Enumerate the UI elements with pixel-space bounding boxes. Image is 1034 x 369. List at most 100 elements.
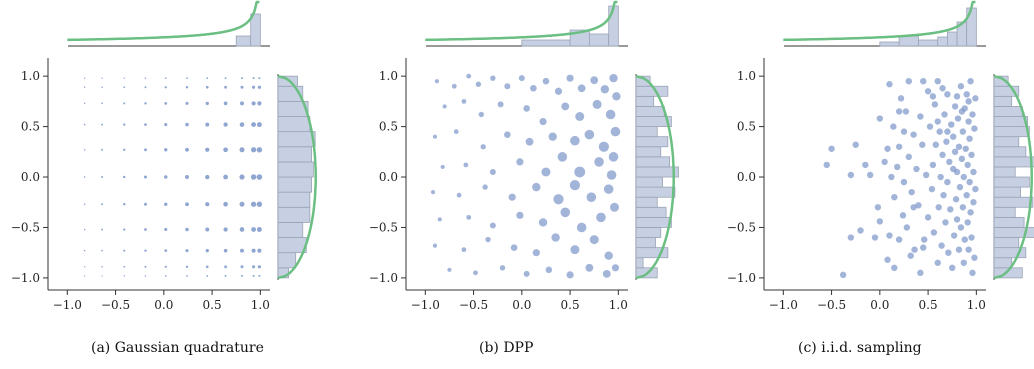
- data-point: [223, 227, 228, 232]
- data-point: [605, 109, 616, 120]
- y-tick-label: 1.0: [379, 69, 398, 83]
- right-hist-bar: [993, 75, 1009, 87]
- data-point: [921, 236, 928, 243]
- data-point: [972, 95, 979, 102]
- data-point: [143, 175, 147, 179]
- data-point: [185, 265, 189, 269]
- y-tick-label: 1.0: [21, 69, 40, 83]
- right-hist-bar: [635, 176, 663, 188]
- x-tick-label: −1.0: [53, 298, 82, 312]
- top-hist-bar: [918, 39, 939, 47]
- data-point: [936, 128, 943, 135]
- y-tick-label: −0.5: [369, 220, 398, 234]
- data-point: [123, 148, 126, 152]
- data-point: [164, 148, 168, 152]
- top-density-curve: [67, 0, 260, 42]
- data-point: [482, 184, 488, 190]
- data-point: [970, 168, 977, 176]
- data-point: [956, 183, 964, 191]
- data-point: [823, 161, 830, 169]
- data-point: [185, 147, 189, 152]
- data-point: [894, 163, 901, 171]
- x-tick-label: 0.5: [561, 298, 580, 312]
- data-point: [123, 249, 126, 252]
- data-point: [960, 259, 967, 266]
- data-point: [240, 101, 244, 106]
- data-point: [920, 78, 927, 85]
- caption-c: (c) i.i.d. sampling: [798, 340, 922, 356]
- data-point: [240, 248, 244, 253]
- data-point: [84, 275, 86, 277]
- data-point: [920, 244, 927, 251]
- data-point: [964, 161, 971, 169]
- data-point: [938, 242, 945, 249]
- data-point: [575, 112, 585, 122]
- data-point: [144, 265, 147, 268]
- data-point: [934, 118, 941, 125]
- x-tick-label: −1.0: [411, 298, 440, 312]
- right-hist-bar: [635, 136, 669, 148]
- data-point: [586, 192, 597, 202]
- data-point: [888, 173, 895, 181]
- data-point: [542, 77, 550, 85]
- data-point: [258, 274, 261, 277]
- data-point: [971, 125, 978, 132]
- data-point: [144, 77, 147, 79]
- data-point: [965, 246, 972, 253]
- data-point: [603, 184, 614, 194]
- data-point: [959, 204, 967, 211]
- data-point: [876, 218, 884, 225]
- data-point: [949, 264, 956, 272]
- right-hist-bar: [635, 166, 679, 178]
- data-point: [566, 271, 574, 279]
- data-point: [891, 194, 898, 201]
- data-point: [205, 227, 210, 232]
- data-point: [953, 216, 961, 223]
- data-point: [897, 95, 905, 102]
- data-point: [144, 228, 147, 231]
- data-point: [847, 171, 855, 179]
- data-point: [223, 147, 228, 153]
- data-point: [955, 246, 963, 253]
- data-point: [504, 83, 511, 90]
- y-tick-label: 0.0: [379, 170, 398, 184]
- top-density-curve: [425, 0, 618, 42]
- data-point: [612, 92, 621, 101]
- data-point: [256, 174, 263, 180]
- data-point: [576, 222, 587, 233]
- data-point: [256, 122, 262, 128]
- data-point: [256, 227, 262, 232]
- data-point: [101, 123, 103, 126]
- data-point: [463, 162, 469, 168]
- data-point: [932, 141, 940, 148]
- data-point: [600, 85, 610, 94]
- data-point: [606, 170, 617, 180]
- data-point: [917, 269, 924, 277]
- data-point: [874, 204, 882, 211]
- data-point: [101, 203, 104, 206]
- data-point: [900, 128, 908, 135]
- data-point: [123, 86, 126, 89]
- data-point: [83, 149, 86, 151]
- data-point: [164, 265, 167, 268]
- data-point: [518, 75, 525, 82]
- data-point: [963, 91, 970, 98]
- right-hist-bar: [993, 237, 1020, 249]
- right-hist-bar: [635, 257, 644, 269]
- data-point: [971, 254, 978, 261]
- data-point: [847, 234, 855, 241]
- right-hist-bar: [993, 116, 1029, 127]
- data-point: [250, 201, 257, 207]
- data-point: [239, 147, 245, 153]
- data-point: [930, 229, 938, 236]
- data-point: [944, 178, 951, 186]
- data-point: [504, 131, 511, 138]
- data-point: [164, 123, 168, 127]
- right-density-curve: [277, 74, 317, 280]
- data-point: [608, 152, 619, 162]
- data-point: [164, 102, 168, 105]
- data-point: [569, 179, 581, 191]
- data-point: [510, 244, 518, 251]
- panel-iid-sampling: −1.0 −0.5 0.0 0.5 1.0 −1.0 −0.5 0.0 0.5 1.0: [727, 0, 1034, 312]
- data-point: [905, 153, 912, 161]
